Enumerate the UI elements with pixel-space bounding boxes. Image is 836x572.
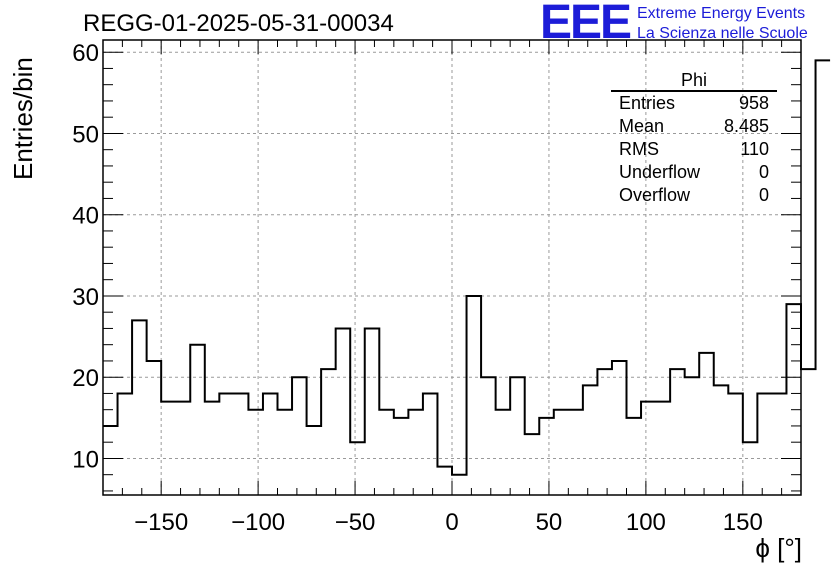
stats-row-overflow: Overflow 0 <box>611 184 777 207</box>
logo-line-2: La Scienza nelle Scuole <box>637 25 808 42</box>
stats-value: 0 <box>758 185 769 205</box>
logo-line-1: Extreme Energy Events <box>637 5 806 22</box>
x-tick-label: −50 <box>335 509 376 536</box>
x-tick-label: −100 <box>231 509 285 536</box>
stats-label: Mean <box>619 116 665 136</box>
x-tick-label: 0 <box>445 509 458 536</box>
y-axis-label: Entries/bin <box>8 57 38 180</box>
stats-row-rms: RMS 110 <box>611 138 777 161</box>
stats-value: 110 <box>740 139 769 159</box>
x-tick-label: 50 <box>536 509 563 536</box>
x-axis-label: ϕ [°] <box>755 533 802 563</box>
axis-ticks <box>103 40 801 495</box>
y-tick-label: 20 <box>72 365 99 392</box>
stats-value: 8.485 <box>723 116 769 136</box>
x-tick-label: −150 <box>134 509 188 536</box>
y-tick-label: 40 <box>72 203 99 230</box>
stats-value: 958 <box>738 93 769 113</box>
x-tick-label: 100 <box>626 509 666 536</box>
eee-logo: EEE <box>540 0 632 49</box>
y-tick-label: 60 <box>72 40 99 67</box>
stats-label: Entries <box>619 93 676 113</box>
tick-labels: −150 −100 −50 0 50 100 150 10 20 30 40 50 60 <box>72 40 763 536</box>
x-tick-label: 150 <box>723 509 763 536</box>
y-tick-label: 30 <box>72 284 99 311</box>
plot-frame <box>102 39 802 496</box>
stats-box: Phi Entries 958 Mean 8.485 RMS 110 Under… <box>611 70 777 207</box>
stats-row-mean: Mean 8.485 <box>611 115 777 138</box>
histogram-line <box>103 59 831 476</box>
stats-label: RMS <box>619 139 659 159</box>
stats-label: Overflow <box>619 185 691 205</box>
stats-row-underflow: Underflow 0 <box>611 161 777 184</box>
y-tick-label: 50 <box>72 121 99 148</box>
stats-row-entries: Entries 958 <box>611 92 777 115</box>
stats-title: Phi <box>611 70 777 92</box>
stats-label: Underflow <box>619 162 701 182</box>
chart-title: REGG-01-2025-05-31-00034 <box>83 10 394 37</box>
y-tick-label: 10 <box>72 446 99 473</box>
stats-value: 0 <box>758 162 769 182</box>
